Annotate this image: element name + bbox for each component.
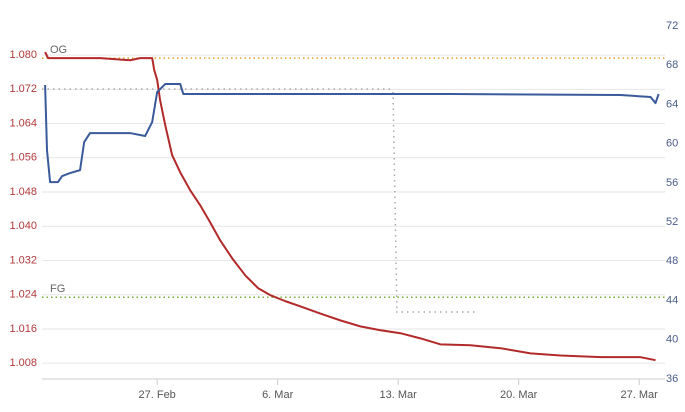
y2-tick-label: 56 bbox=[666, 177, 678, 189]
y-tick-label: 1.056 bbox=[9, 152, 37, 164]
y2-tick-label: 52 bbox=[666, 216, 678, 228]
x-tick-label: 27. Mar bbox=[621, 389, 659, 401]
x-tick-label: 20. Mar bbox=[500, 389, 538, 401]
y2-tick-label: 72 bbox=[666, 20, 678, 32]
y2-tick-label: 64 bbox=[666, 98, 678, 110]
y-tick-label: 1.080 bbox=[9, 49, 37, 61]
series-line bbox=[44, 83, 660, 184]
y2-tick-label: 48 bbox=[666, 255, 678, 267]
y2-tick-label: 60 bbox=[666, 138, 678, 150]
series-line bbox=[44, 51, 656, 362]
y-tick-label: 1.008 bbox=[9, 357, 37, 369]
bracket bbox=[42, 88, 478, 313]
y-tick-label: 1.072 bbox=[9, 83, 37, 95]
x-tick-label: 6. Mar bbox=[262, 389, 294, 401]
y-tick-label: 1.016 bbox=[9, 323, 37, 335]
x-tick-label: 13. Mar bbox=[380, 389, 418, 401]
y-tick-label: 1.040 bbox=[9, 220, 37, 232]
annotation-label: FG bbox=[50, 283, 65, 295]
y-tick-label: 1.024 bbox=[9, 289, 37, 301]
y2-tick-label: 68 bbox=[666, 59, 678, 71]
x-tick-label: 27. Feb bbox=[139, 389, 176, 401]
y-tick-label: 1.032 bbox=[9, 254, 37, 266]
y2-tick-label: 44 bbox=[666, 294, 678, 306]
y2-tick-label: 40 bbox=[666, 334, 678, 346]
y-tick-label: 1.048 bbox=[9, 186, 37, 198]
y2-tick-label: 36 bbox=[666, 373, 678, 385]
annotation-label: OG bbox=[50, 44, 67, 56]
y-tick-label: 1.064 bbox=[9, 117, 37, 129]
